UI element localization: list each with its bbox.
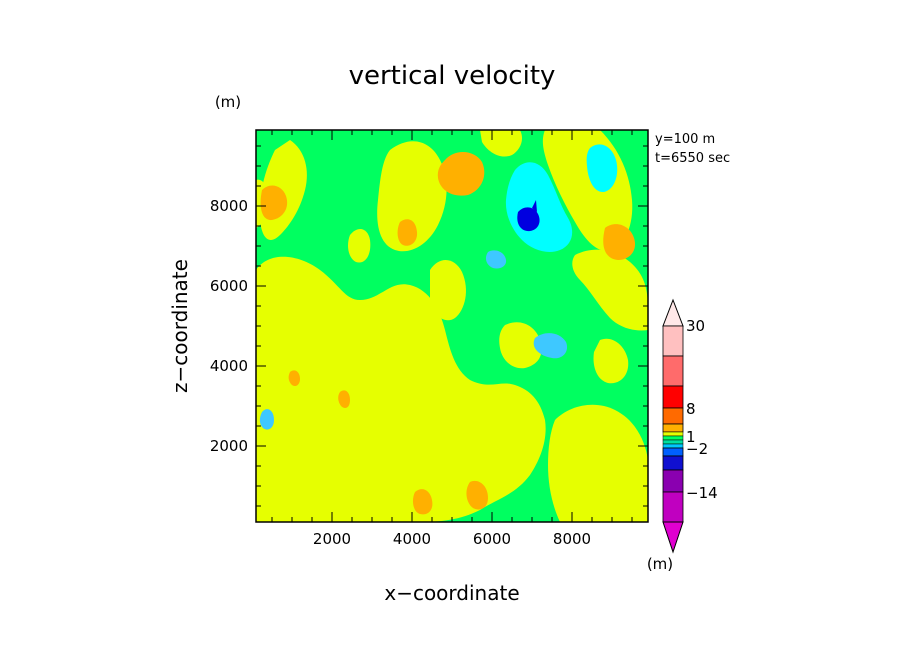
y-tick-label-2000: 2000 [210,437,248,455]
colorbar-label-minus-2: −2 [686,440,708,458]
colorbar-segment-blue [662,455,684,471]
colorbar-segment-light-blue [662,447,684,457]
colorbar-segment-yellow [662,431,684,437]
colorbar-unit-label: (m) [647,555,673,573]
contour-field [256,130,648,522]
info-line-y: y=100 m [655,132,715,147]
cyan-top-right-region [586,144,618,193]
yellow-regions [256,130,648,522]
colorbar-label-8: 8 [686,400,696,418]
axis-ticks [256,130,648,522]
y-unit-label: (m) [215,93,241,111]
colorbar-bottom-arrow [662,521,684,554]
colorbar-segment-light-orange [662,423,684,433]
colorbar-segment-purple [662,469,684,493]
colorbar-segment-red [662,385,684,409]
colorbar-segment-magenta [662,491,684,523]
y-tick-label-8000: 8000 [210,197,248,215]
colorbar-segment-30 [662,325,684,357]
colorbar-segment-pink [662,355,684,387]
colorbar-top-arrow [662,298,684,327]
x-tick-label-2000: 2000 [313,530,351,548]
colorbar-label-minus-14: −14 [686,484,718,502]
x-tick-label-8000: 8000 [553,530,591,548]
light-blue-mid-region [533,333,568,359]
colorbar-segment-orange [662,407,684,425]
cyan-regions [259,144,618,430]
blue-core-region [517,207,540,232]
light-blue-small-region [485,250,507,269]
blue-core-tail [532,200,537,212]
colorbar-segment-teal [662,439,684,445]
colorbar-segment-green [662,435,684,441]
x-tick-label-4000: 4000 [393,530,431,548]
orange-regions [260,151,636,515]
y-tick-label-6000: 6000 [210,277,248,295]
x-axis-label: x−coordinate [384,581,519,605]
chart-title: vertical velocity [349,61,556,91]
colorbar-segment-cyan [662,443,684,449]
y-tick-label-4000: 4000 [210,357,248,375]
cyan-core-region [505,162,573,252]
light-blue-left-region [259,409,274,430]
colorbar: 30 8 1 −2 −14 (m) [647,298,718,573]
colorbar-label-1: 1 [686,428,696,446]
colorbar-label-30: 30 [686,317,705,335]
info-line-t: t=6550 sec [655,151,730,166]
y-axis-label: z−coordinate [168,259,192,393]
x-tick-label-6000: 6000 [473,530,511,548]
